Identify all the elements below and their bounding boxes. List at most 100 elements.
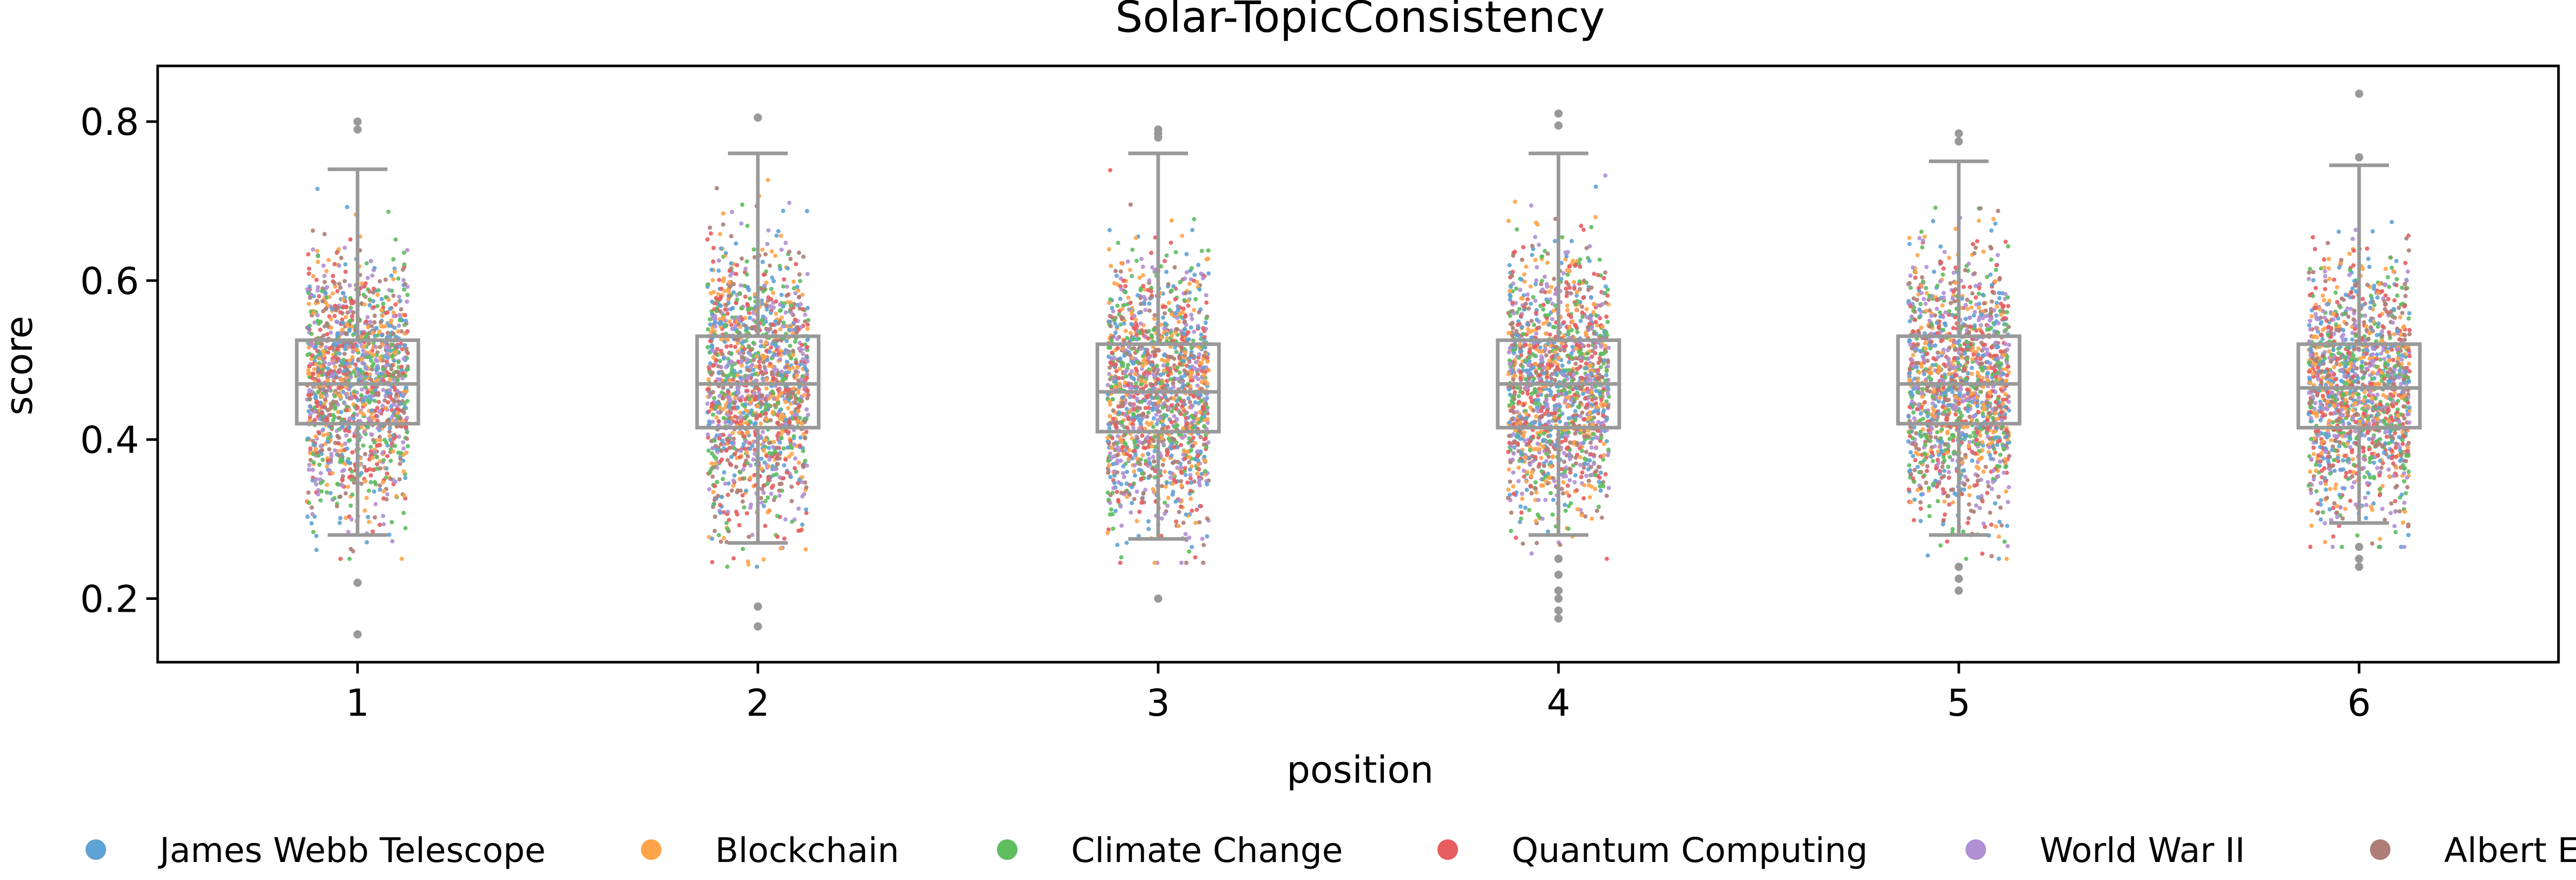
strip-point	[306, 437, 311, 441]
strip-point	[325, 332, 330, 337]
strip-point	[385, 471, 389, 476]
strip-point	[1199, 332, 1204, 337]
strip-point	[798, 435, 803, 440]
strip-point	[1161, 422, 1165, 427]
strip-point	[766, 298, 771, 303]
strip-point	[1128, 331, 1133, 336]
strip-point	[1160, 405, 1165, 410]
strip-point	[1201, 543, 1206, 547]
strip-point	[712, 438, 717, 443]
strip-point	[718, 232, 722, 236]
strip-point	[1161, 462, 1165, 468]
strip-point	[374, 413, 378, 418]
strip-point	[1579, 475, 1584, 479]
strip-point	[752, 247, 756, 252]
strip-point	[378, 320, 383, 325]
strip-point	[724, 373, 728, 378]
strip-point	[726, 405, 731, 409]
strip-point	[310, 468, 315, 472]
strip-point	[733, 415, 738, 419]
strip-point	[760, 372, 765, 376]
strip-point	[742, 505, 747, 510]
strip-point	[1188, 374, 1193, 379]
strip-point	[729, 455, 734, 459]
strip-point	[325, 416, 329, 421]
strip-point	[1204, 402, 1209, 406]
strip-point	[1174, 479, 1178, 485]
strip-point	[1204, 320, 1208, 325]
strip-point	[317, 462, 322, 467]
strip-point	[1175, 327, 1180, 332]
strip-point	[324, 306, 329, 311]
strip-point	[1196, 462, 1200, 467]
strip-point	[713, 324, 718, 329]
strip-point	[392, 437, 396, 441]
strip-point	[325, 321, 329, 325]
strip-point	[372, 344, 377, 349]
strip-point	[1142, 371, 1146, 376]
strip-point	[1169, 288, 1174, 293]
strip-point	[741, 339, 746, 344]
strip-point	[1604, 557, 1609, 561]
strip-point	[724, 303, 728, 307]
strip-point	[1132, 346, 1137, 351]
strip-point	[761, 360, 766, 365]
strip-point	[802, 385, 807, 390]
strip-point	[328, 491, 333, 495]
strip-point	[748, 475, 753, 480]
strip-point	[330, 307, 335, 312]
strip-point	[1180, 403, 1185, 408]
strip-point	[382, 438, 387, 442]
strip-point	[722, 289, 727, 294]
strip-point	[387, 429, 392, 434]
strip-point	[1196, 449, 1200, 454]
strip-point	[1115, 543, 1120, 547]
strip-point	[1175, 465, 1180, 470]
strip-point	[1128, 268, 1132, 272]
strip-point	[1151, 368, 1156, 373]
strip-point	[787, 327, 792, 333]
strip-point	[1170, 471, 1174, 476]
strip-point	[383, 278, 388, 282]
strip-point	[1529, 301, 1533, 306]
strip-point	[1182, 298, 1187, 303]
strip-point	[745, 368, 750, 372]
strip-point	[1516, 465, 1521, 470]
strip-point	[336, 386, 341, 390]
strip-point	[716, 268, 721, 273]
strip-point	[364, 540, 369, 545]
strip-point	[399, 557, 404, 561]
strip-point	[1115, 470, 1120, 475]
strip-point	[1166, 425, 1171, 429]
strip-point	[1518, 504, 1523, 509]
strip-point	[1122, 433, 1126, 438]
strip-point	[350, 469, 354, 474]
strip-point	[764, 411, 768, 416]
strip-point	[329, 454, 334, 459]
strip-point	[398, 416, 403, 421]
strip-point	[794, 373, 799, 378]
strip-point	[712, 502, 717, 506]
strip-point	[758, 344, 764, 349]
strip-point	[1168, 240, 1173, 245]
strip-point	[732, 406, 736, 410]
strip-point	[786, 406, 790, 410]
strip-point	[759, 501, 764, 505]
strip-point	[374, 368, 379, 372]
strip-point	[713, 514, 718, 519]
strip-point	[735, 405, 740, 410]
strip-point	[1160, 484, 1164, 489]
strip-point	[1517, 307, 1522, 312]
strip-point	[1174, 250, 1178, 254]
strip-point	[1123, 413, 1128, 418]
strip-point	[396, 359, 401, 365]
strip-point	[332, 496, 337, 501]
strip-point	[1187, 359, 1192, 364]
strip-point	[1130, 436, 1134, 441]
strip-point	[744, 488, 749, 493]
strip-point	[371, 286, 376, 291]
strip-point	[801, 307, 805, 312]
strip-point	[383, 406, 388, 410]
strip-point	[719, 448, 724, 453]
strip-point	[760, 260, 765, 264]
